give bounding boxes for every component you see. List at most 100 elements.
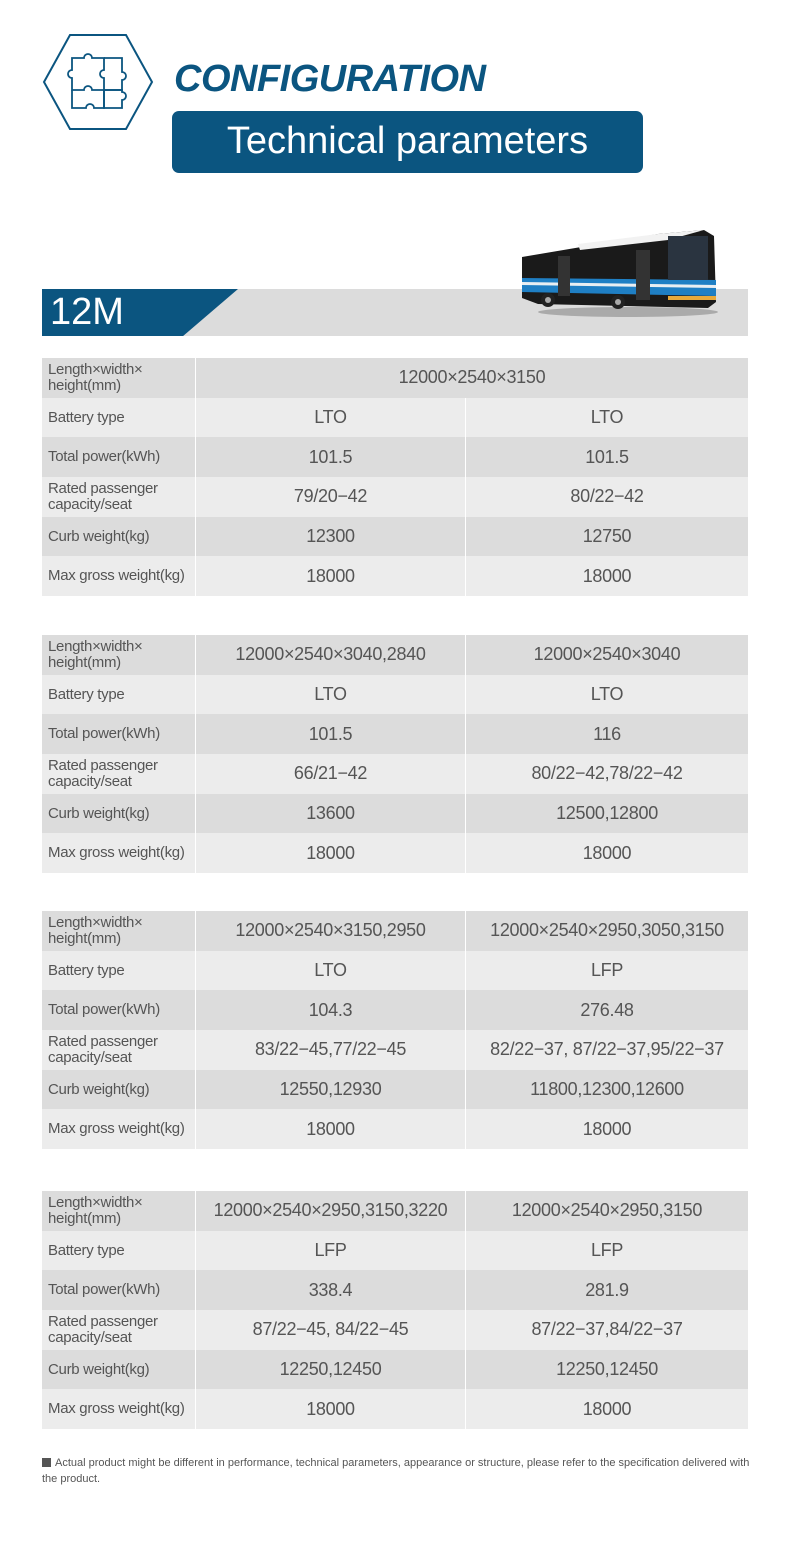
table-cell: LTO <box>196 674 466 715</box>
table-row: Battery type LTO LFP <box>42 950 748 991</box>
table-cell: LFP <box>590 1240 624 1261</box>
table-cell: LTO <box>196 950 466 991</box>
row-label: Max gross weight(kg) <box>42 833 196 874</box>
spec-table-4: Length×width× height(mm) 12000×2540×2950,… <box>42 1191 748 1430</box>
table-row: Total power(kWh) 338.4 281.9 <box>42 1270 748 1311</box>
table-row: Battery type LTO LTO <box>42 674 748 715</box>
row-label: Total power(kWh) <box>42 1270 196 1311</box>
table-cell: 18000 <box>196 556 466 597</box>
row-label: Length×width× height(mm) <box>42 911 196 951</box>
table-row: Battery type LFP LFP <box>42 1230 748 1271</box>
table-row: Total power(kWh) 104.3 276.48 <box>42 990 748 1031</box>
table-cell: 12000×2540×3040 <box>533 644 681 665</box>
table-cell: 82/22−37, 87/22−37,95/22−37 <box>490 1039 724 1060</box>
spec-table-2: Length×width× height(mm) 12000×2540×3040,… <box>42 635 748 874</box>
table-cell: 79/20−42 <box>196 477 466 517</box>
table-cell: LFP <box>196 1230 466 1271</box>
table-cell: 11800,12300,12600 <box>530 1079 684 1100</box>
table-cell: 338.4 <box>196 1270 466 1311</box>
table-cell: 12000×2540×3150 <box>398 367 546 388</box>
disclaimer: Actual product might be different in per… <box>42 1455 762 1487</box>
row-label: Curb weight(kg) <box>42 516 196 557</box>
table-cell: 18000 <box>196 833 466 874</box>
row-label: Total power(kWh) <box>42 437 196 478</box>
table-cell: 101.5 <box>585 446 629 467</box>
row-label: Curb weight(kg) <box>42 793 196 834</box>
table-cell: 66/21−42 <box>196 754 466 794</box>
row-label: Max gross weight(kg) <box>42 1109 196 1150</box>
table-cell: 18000 <box>196 1109 466 1150</box>
table-cell: LTO <box>196 397 466 438</box>
table-cell: 281.9 <box>585 1279 629 1300</box>
table-cell: 12000×2540×3040,2840 <box>196 635 466 675</box>
table-cell: 87/22−45, 84/22−45 <box>196 1310 466 1350</box>
table-cell: 12000×2540×2950,3150,3220 <box>196 1191 466 1231</box>
table-cell: 12750 <box>582 526 632 547</box>
table-row: Rated passenger capacity/seat 79/20−42 80/… <box>42 477 748 517</box>
table-cell: 276.48 <box>580 999 634 1020</box>
puzzle-hexagon-icon <box>42 34 154 130</box>
table-row: Battery type LTO LTO <box>42 397 748 438</box>
table-row: Curb weight(kg) 12250,12450 12250,12450 <box>42 1349 748 1390</box>
square-bullet-icon <box>42 1458 51 1467</box>
row-label: Rated passenger capacity/seat <box>42 754 196 794</box>
table-row: Max gross weight(kg) 18000 18000 <box>42 556 748 597</box>
row-label: Rated passenger capacity/seat <box>42 1030 196 1070</box>
row-label: Max gross weight(kg) <box>42 1389 196 1430</box>
table-row: Max gross weight(kg) 18000 18000 <box>42 1389 748 1430</box>
row-label: Total power(kWh) <box>42 714 196 755</box>
table-cell: 18000 <box>196 1389 466 1430</box>
row-label: Rated passenger capacity/seat <box>42 1310 196 1350</box>
table-row: Max gross weight(kg) 18000 18000 <box>42 833 748 874</box>
table-cell: 116 <box>593 723 621 744</box>
row-label: Max gross weight(kg) <box>42 556 196 597</box>
table-cell: 12250,12450 <box>196 1349 466 1390</box>
table-cell: 12000×2540×2950,3150 <box>511 1200 703 1221</box>
section-subtitle: Technical parameters <box>172 111 643 173</box>
table-cell: 18000 <box>582 565 632 586</box>
table-cell: 87/22−37,84/22−37 <box>531 1319 683 1340</box>
table-row: Max gross weight(kg) 18000 18000 <box>42 1109 748 1150</box>
row-label: Battery type <box>42 674 196 715</box>
row-label: Rated passenger capacity/seat <box>42 477 196 517</box>
row-label: Battery type <box>42 1230 196 1271</box>
row-label: Battery type <box>42 397 196 438</box>
table-cell: 101.5 <box>196 437 466 478</box>
disclaimer-text: Actual product might be different in per… <box>42 1457 750 1485</box>
table-cell: 12000×2540×2950,3050,3150 <box>490 920 724 941</box>
table-row: Curb weight(kg) 13600 12500,12800 <box>42 793 748 834</box>
table-row: Rated passenger capacity/seat 87/22−45, 8… <box>42 1310 748 1350</box>
table-cell: 12000×2540×3150,2950 <box>196 911 466 951</box>
table-row: Total power(kWh) 101.5 101.5 <box>42 437 748 478</box>
row-label: Curb weight(kg) <box>42 1069 196 1110</box>
table-cell: 12300 <box>196 516 466 557</box>
table-cell: 12500,12800 <box>556 803 658 824</box>
table-row: Total power(kWh) 101.5 116 <box>42 714 748 755</box>
table-row: Curb weight(kg) 12300 12750 <box>42 516 748 557</box>
table-cell: 13600 <box>196 793 466 834</box>
model-label: 12M <box>50 291 124 333</box>
table-row: Length×width× height(mm) 12000×2540×3040,… <box>42 635 748 675</box>
table-row: Rated passenger capacity/seat 83/22−45,77… <box>42 1030 748 1070</box>
bus-image <box>522 230 718 317</box>
row-label: Total power(kWh) <box>42 990 196 1031</box>
table-row: Curb weight(kg) 12550,12930 11800,12300,12… <box>42 1069 748 1110</box>
table-row: Length×width× height(mm) 12000×2540×2950,… <box>42 1191 748 1231</box>
spec-table-3: Length×width× height(mm) 12000×2540×3150,… <box>42 911 748 1150</box>
table-cell: 83/22−45,77/22−45 <box>196 1030 466 1070</box>
table-row: Rated passenger capacity/seat 66/21−42 80/… <box>42 754 748 794</box>
table-cell: LFP <box>590 960 624 981</box>
spec-table-1: Length×width× height(mm) 12000×2540×3150 B… <box>42 358 748 597</box>
table-cell: 80/22−42 <box>570 486 644 507</box>
row-label: Length×width× height(mm) <box>42 1191 196 1231</box>
table-cell: LTO <box>590 407 624 428</box>
table-row: Length×width× height(mm) 12000×2540×3150,… <box>42 911 748 951</box>
row-label: Length×width× height(mm) <box>42 358 196 398</box>
section-title: CONFIGURATION <box>174 58 486 100</box>
table-row: Length×width× height(mm) 12000×2540×3150 <box>42 358 748 398</box>
table-cell: 101.5 <box>196 714 466 755</box>
table-cell: 18000 <box>582 1398 632 1419</box>
row-label: Length×width× height(mm) <box>42 635 196 675</box>
table-cell: 12250,12450 <box>556 1359 658 1380</box>
table-cell: 12550,12930 <box>196 1069 466 1110</box>
